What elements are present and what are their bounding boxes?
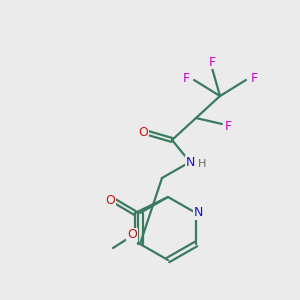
Text: F: F xyxy=(208,56,216,68)
Text: N: N xyxy=(185,155,195,169)
Text: H: H xyxy=(198,159,206,169)
Text: O: O xyxy=(127,229,137,242)
Text: F: F xyxy=(182,71,190,85)
Text: N: N xyxy=(193,206,203,220)
Text: O: O xyxy=(138,125,148,139)
Text: O: O xyxy=(105,194,115,206)
Text: F: F xyxy=(250,71,258,85)
Text: F: F xyxy=(224,119,232,133)
